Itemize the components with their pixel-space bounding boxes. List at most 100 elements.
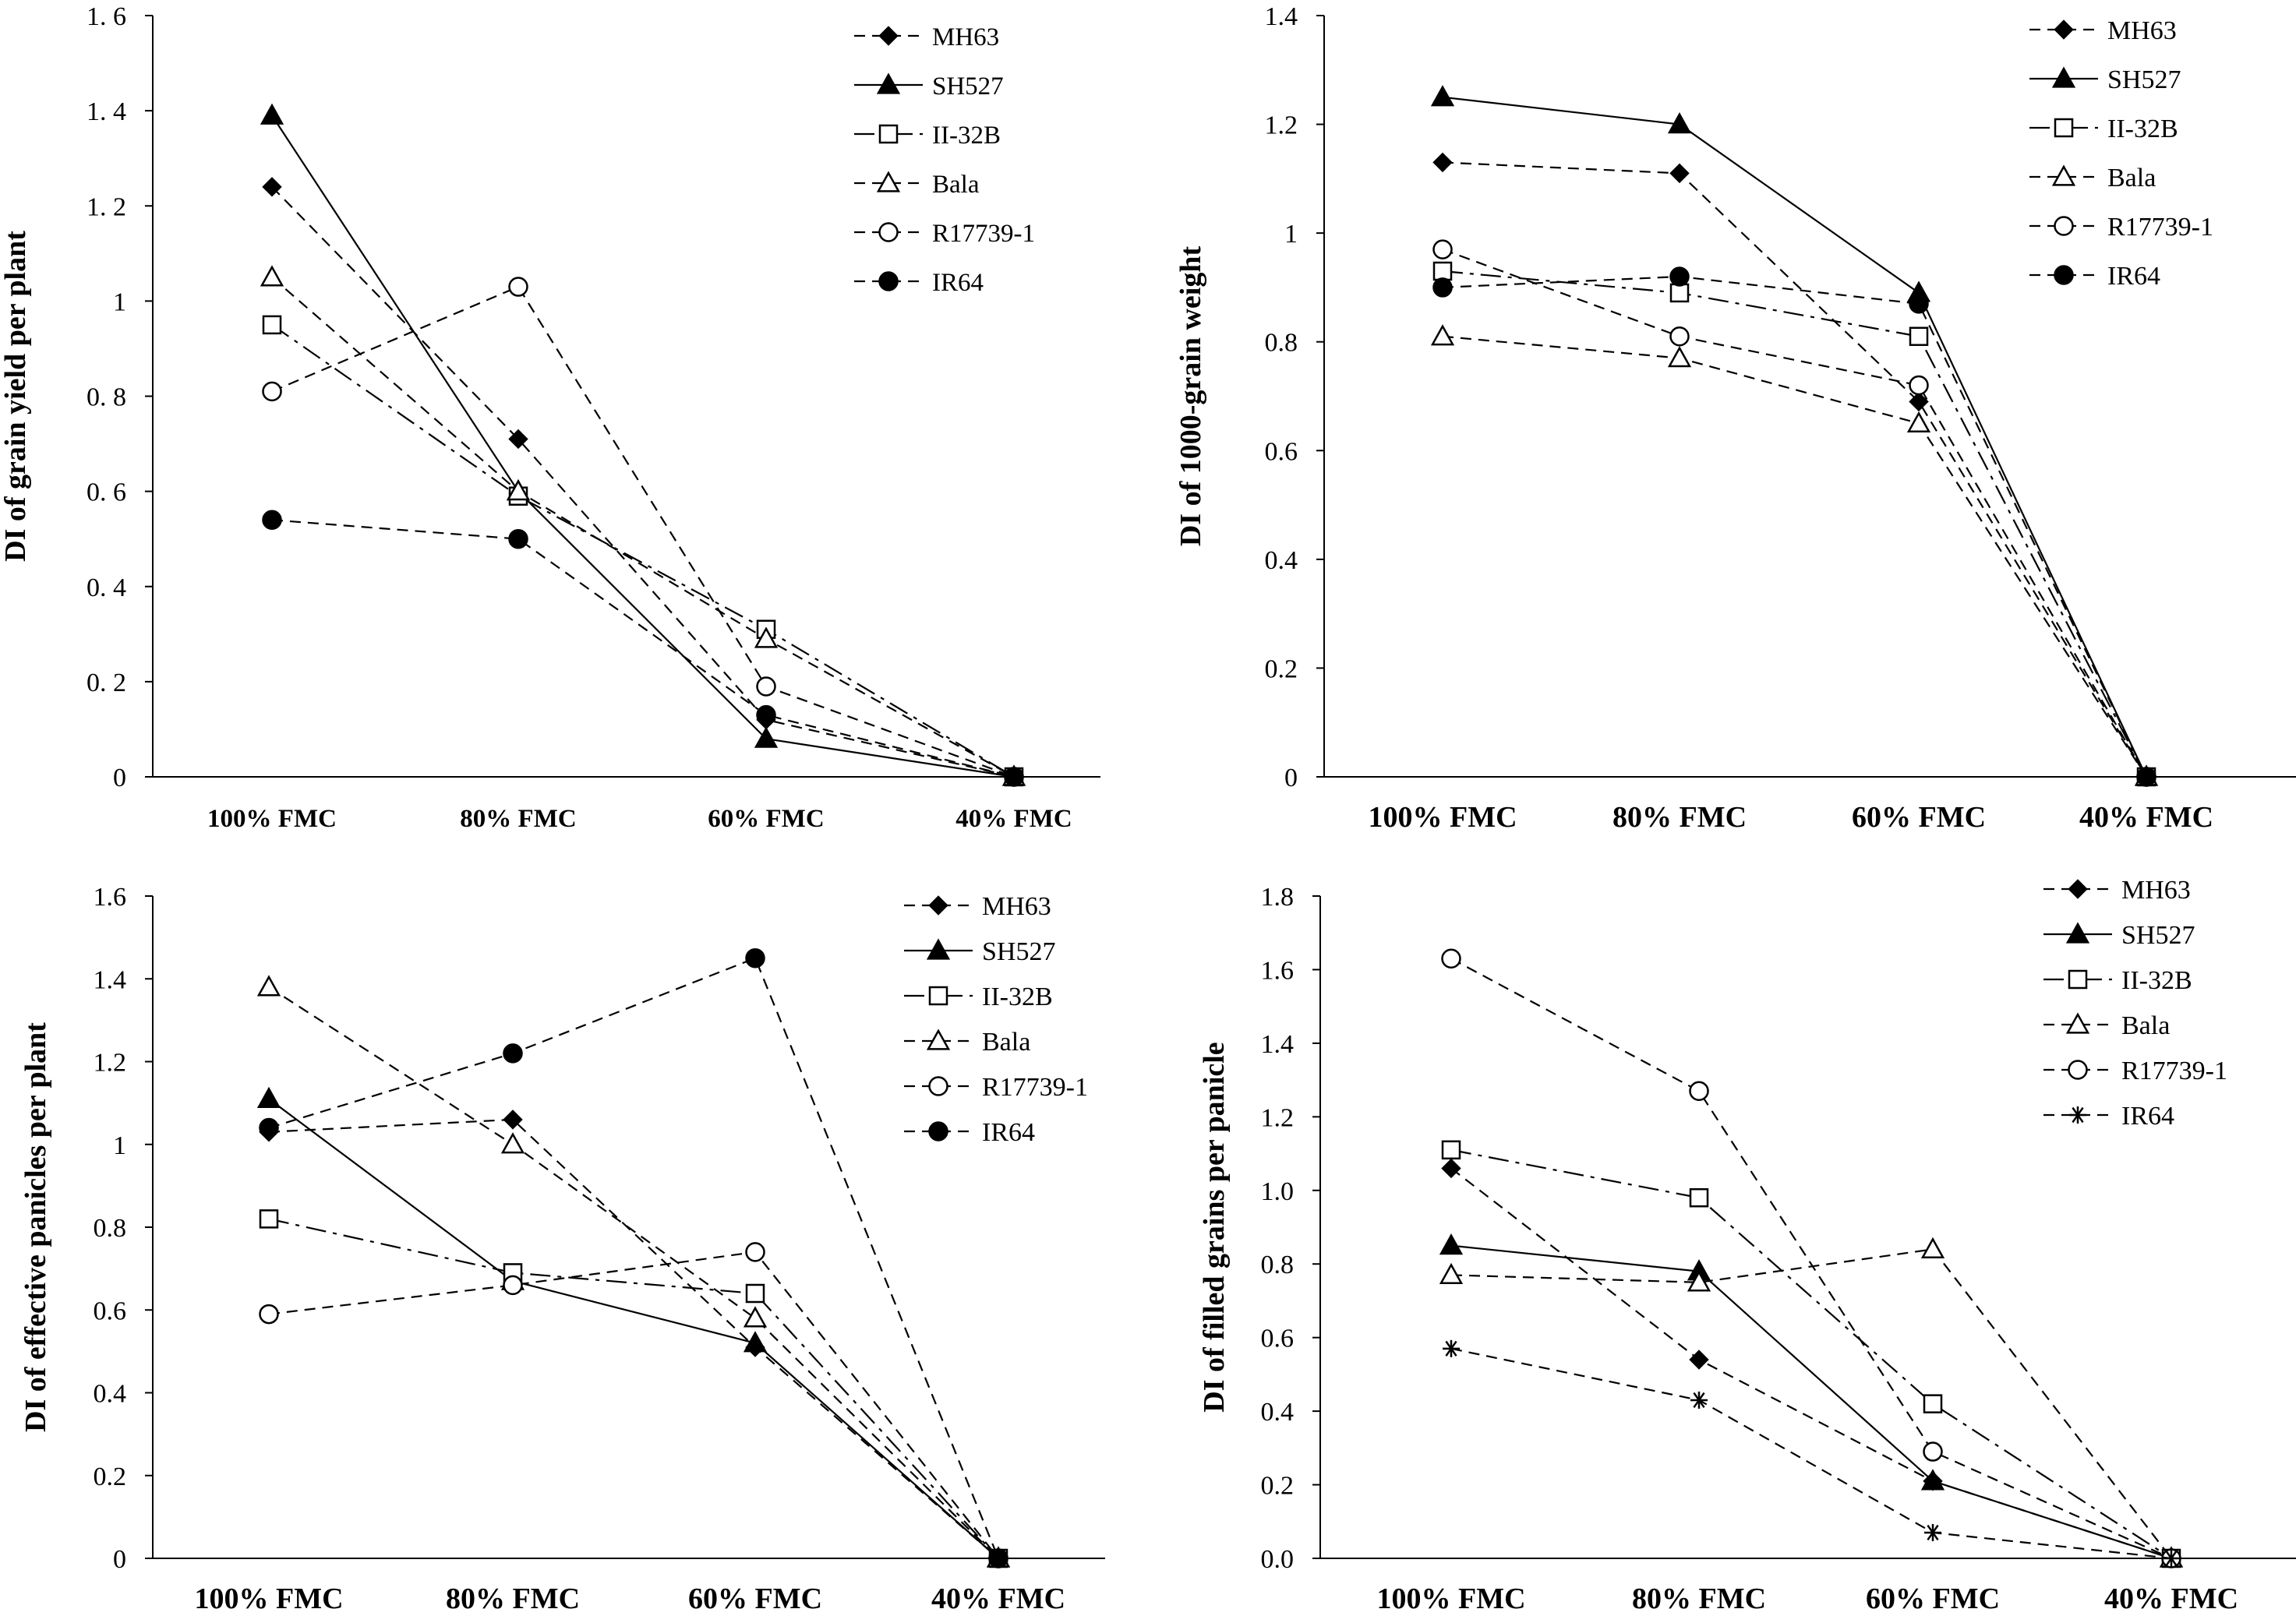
y-tick-label: 0.2 [1265, 655, 1298, 683]
series-sh527 [1430, 85, 2159, 786]
series-line-sh527 [268, 1098, 999, 1559]
series-line-sh527 [1442, 96, 2147, 778]
series-line-ii-32b [1442, 270, 2147, 778]
data-point-ii-32b-2 [1689, 1187, 1709, 1208]
legend-label: II-32B [932, 122, 1001, 150]
data-point-ii-32b-1 [1432, 261, 1453, 281]
series-line-ii-32b [268, 1218, 999, 1559]
x-tick-label: 100% FMC [207, 805, 337, 833]
series-line-bala [1442, 335, 2147, 778]
legend-label: IR64 [2121, 1102, 2174, 1131]
y-tick-label: 0.8 [94, 1214, 127, 1243]
y-tick-label: 0.0 [1261, 1545, 1295, 1574]
data-point-ii-32b-3 [1909, 326, 1929, 346]
data-point-ir64-4 [2136, 767, 2156, 787]
data-point-sh527-2 [1667, 111, 1692, 134]
legend-marker-mh63 [2054, 19, 2074, 40]
series-line-mh63 [268, 1118, 999, 1559]
y-tick-label: 0 [1284, 764, 1298, 792]
legend-marker-r17739-1 [2068, 1060, 2088, 1080]
data-point-ii-32b-1 [1441, 1140, 1461, 1160]
chart-panel-grain-yield: 0 0. 2 0. 4 0. 6 0. 8 1 1. 2 1. 4 1. 6 100% FMC 80… [0, 2, 1100, 833]
data-point-bala-3 [1920, 1237, 1945, 1258]
legend: MH63 SH527 II-32B Bala R17739-1 IR64 [2029, 16, 2213, 291]
x-tick-label: 60% FMC [1866, 1582, 2000, 1615]
y-tick-label: 1.4 [1261, 1030, 1295, 1059]
data-point-ir64-2 [1690, 1391, 1708, 1409]
x-tick-label: 60% FMC [708, 805, 824, 833]
legend-marker-ii-32b [928, 986, 948, 1006]
legend-label: SH527 [982, 937, 1055, 966]
legend-marker-r17739-1 [878, 222, 899, 242]
legend-label: R17739-1 [932, 220, 1035, 248]
y-tick-label: 0.6 [1261, 1325, 1295, 1353]
y-tick-label: 1.2 [94, 1049, 127, 1078]
series-ir64 [259, 947, 1008, 1568]
series-ii-32b [262, 315, 1024, 787]
x-tick-label: 100% FMC [1368, 801, 1517, 834]
legend-marker-r17739-1 [2054, 216, 2074, 236]
data-point-bala-3 [1906, 411, 1931, 433]
legend-marker-r17739-1 [928, 1076, 948, 1096]
data-point-ir64-4 [988, 1548, 1008, 1568]
data-point-ir64-3 [1924, 1523, 1941, 1541]
data-point-mh63-2 [1669, 163, 1690, 184]
y-tick-label: 0.2 [1261, 1472, 1295, 1501]
y-tick-label: 1.2 [1261, 1103, 1295, 1132]
data-point-ii-32b-1 [259, 1209, 279, 1229]
series-bala [260, 265, 1026, 786]
series-ir64 [262, 510, 1024, 787]
data-point-r17739-1-2 [1669, 326, 1690, 347]
data-point-ii-32b-3 [745, 1283, 765, 1304]
series-line-sh527 [1450, 1244, 2172, 1560]
series-line-r17739-1 [271, 285, 1015, 778]
legend-marker-bala [876, 171, 901, 192]
legend-marker-mh63 [878, 26, 899, 46]
series-line-bala [268, 986, 999, 1559]
series-line-mh63 [1442, 161, 2147, 778]
y-tick-label: 0 [113, 764, 126, 792]
series-ii-32b [259, 1209, 1008, 1568]
series-line-ir64 [271, 519, 1015, 778]
data-point-bala-1 [1439, 1262, 1464, 1285]
series-line-r17739-1 [1450, 958, 2172, 1560]
y-tick-label: 1. 2 [87, 192, 126, 221]
series-line-ii-32b [271, 324, 1015, 778]
x-tick-label: 40% FMC [2104, 1582, 2238, 1615]
series-line-ii-32b [1450, 1148, 2172, 1559]
data-point-sh527-1 [256, 1086, 281, 1108]
y-tick-label: 0.6 [1265, 437, 1298, 466]
y-axis-title: DI of grain yield per plant [0, 231, 32, 562]
legend-marker-ii-32b [878, 124, 899, 144]
y-tick-label: 0.8 [1261, 1251, 1295, 1279]
data-point-mh63-1 [262, 177, 282, 197]
y-tick-label: 1.6 [1261, 956, 1295, 985]
data-point-mh63-3 [1909, 391, 1929, 412]
x-tick-label: 40% FMC [931, 1582, 1065, 1615]
data-point-r17739-1-2 [508, 277, 528, 297]
data-point-sh527-3 [754, 726, 779, 748]
x-tick-label: 40% FMC [2079, 801, 2213, 834]
data-point-r17739-1-1 [1432, 239, 1453, 259]
series-line-bala [1450, 1248, 2172, 1559]
series-ii-32b [1432, 261, 2156, 787]
series-mh63 [259, 1110, 1008, 1568]
series-r17739-1 [1441, 948, 2181, 1568]
legend-label: SH527 [2107, 65, 2181, 94]
x-tick-label: 80% FMC [446, 1582, 580, 1615]
series-line-ir64 [1442, 275, 2147, 778]
legend-marker-sh527 [2065, 922, 2090, 944]
x-tick-label: 80% FMC [460, 805, 576, 833]
y-tick-label: 1.0 [1261, 1177, 1295, 1206]
legend-label: II-32B [982, 983, 1053, 1011]
data-point-bala-3 [754, 626, 779, 648]
data-point-bala-1 [260, 265, 284, 287]
data-point-r17739-1-1 [1441, 948, 1461, 969]
legend-label: Bala [982, 1028, 1030, 1057]
x-tick-label: 60% FMC [688, 1582, 822, 1615]
data-point-ir64-3 [745, 947, 765, 969]
series-bala [1430, 324, 2159, 786]
data-point-ir64-1 [1432, 277, 1453, 298]
data-point-ir64-2 [1669, 266, 1690, 287]
legend-marker-ii-32b [2054, 118, 2074, 138]
